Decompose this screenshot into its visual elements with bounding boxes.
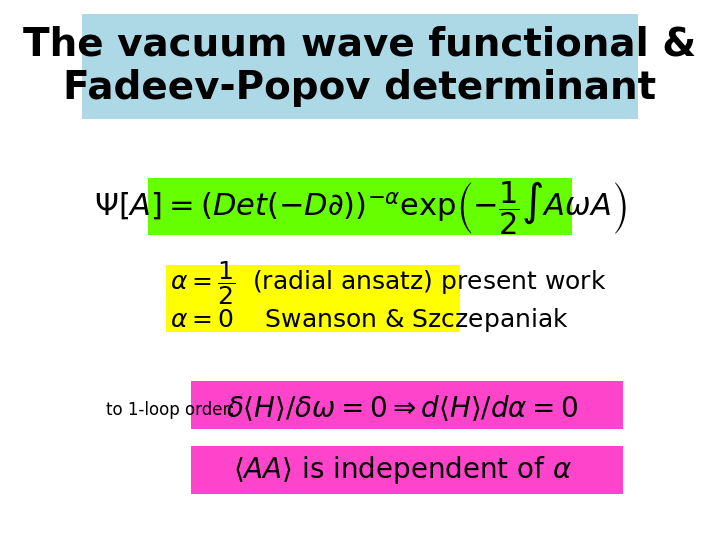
Text: $\langle AA\rangle$ is independent of $\alpha$: $\langle AA\rangle$ is independent of $\… <box>233 454 572 486</box>
FancyBboxPatch shape <box>191 446 623 494</box>
FancyBboxPatch shape <box>148 178 572 235</box>
Text: $\alpha = 0$    Swanson & Szczepaniak: $\alpha = 0$ Swanson & Szczepaniak <box>169 306 568 334</box>
Text: $\alpha = \dfrac{1}{2}$  (radial ansatz) present work: $\alpha = \dfrac{1}{2}$ (radial ansatz) … <box>169 260 606 307</box>
Text: $\delta\langle H\rangle/\delta\omega = 0 \Rightarrow d\langle H\rangle/d\alpha =: $\delta\langle H\rangle/\delta\omega = 0… <box>226 393 578 423</box>
Text: to 1-loop order:: to 1-loop order: <box>106 401 235 420</box>
FancyBboxPatch shape <box>191 381 623 429</box>
FancyBboxPatch shape <box>166 265 460 332</box>
Text: $\Psi[A] = \left(Det(-D\partial)\right)^{-\alpha} \exp\!\left(-\dfrac{1}{2}\int : $\Psi[A] = \left(Det(-D\partial)\right)^… <box>94 179 626 237</box>
Text: The vacuum wave functional &
Fadeev-Popov determinant: The vacuum wave functional & Fadeev-Popo… <box>23 25 697 107</box>
FancyBboxPatch shape <box>82 14 638 119</box>
